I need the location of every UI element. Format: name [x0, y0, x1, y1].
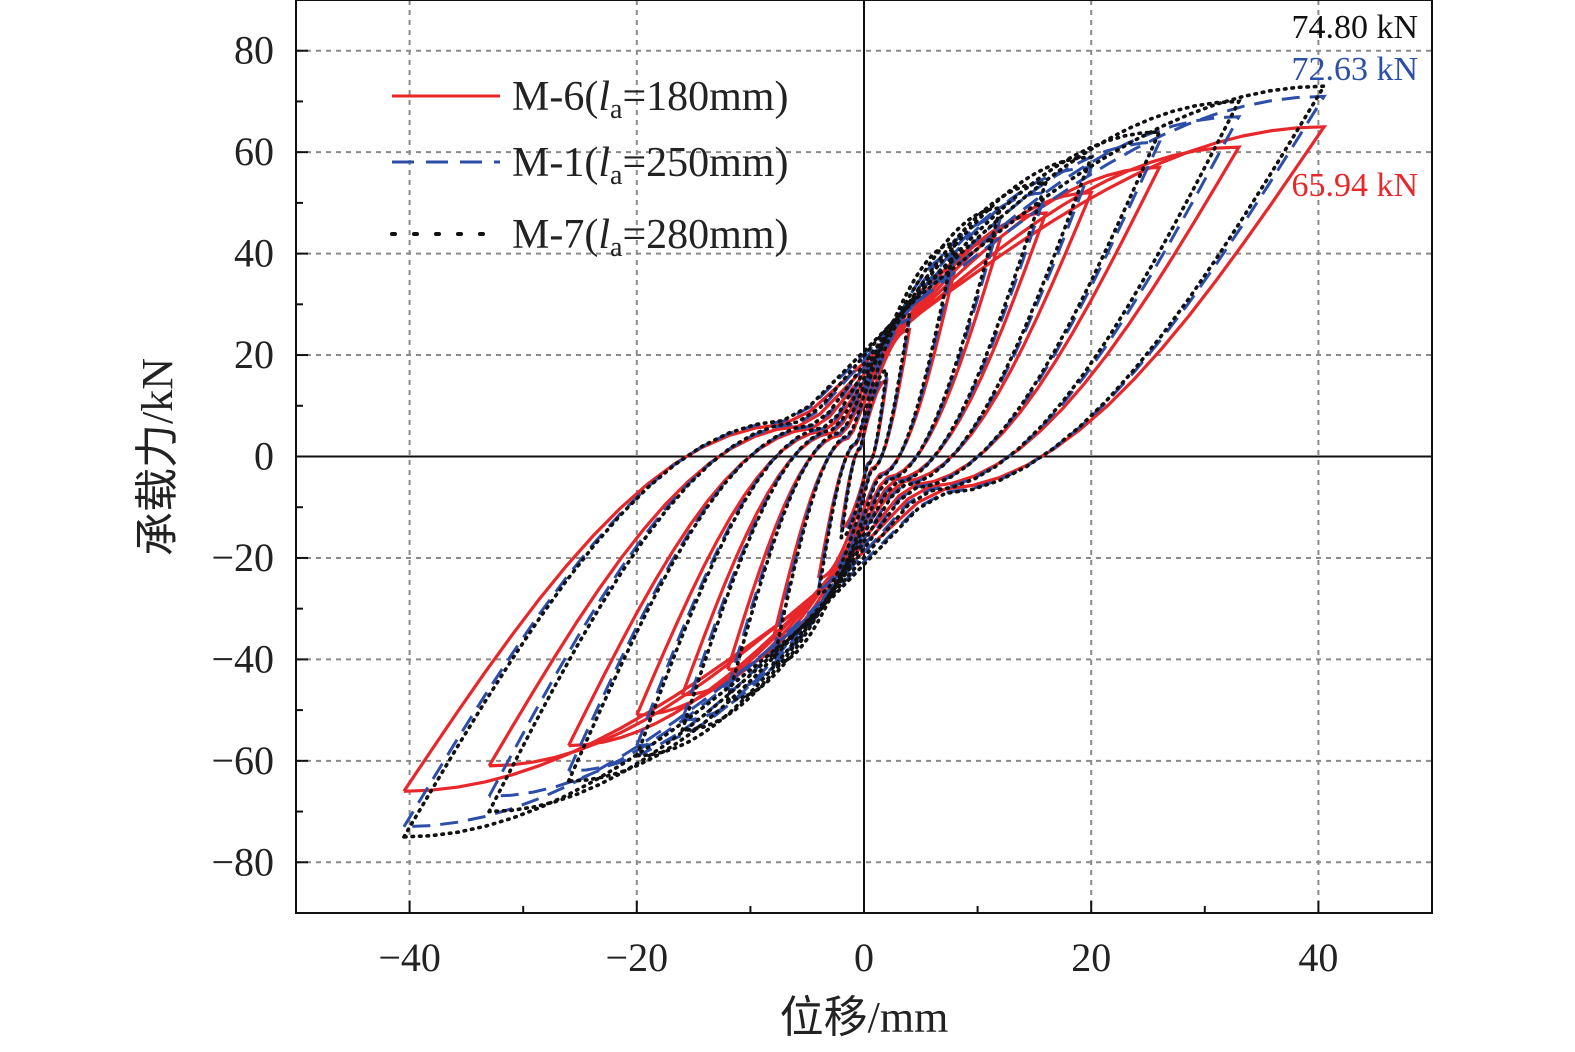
loop-m-6-cycle-7 — [567, 165, 1163, 748]
loop-m-7-cycle-8 — [487, 99, 1242, 814]
x-axis-title: 位移/mm — [780, 993, 949, 1042]
series-m-7 — [402, 84, 1328, 839]
loop-m-1-cycle-9 — [402, 94, 1327, 829]
y-tick-label: −20 — [211, 535, 274, 580]
x-tick-label: 40 — [1298, 935, 1338, 980]
grid — [296, 0, 1432, 913]
x-tick-label: 20 — [1071, 935, 1111, 980]
loop-m-7-cycle-7 — [566, 129, 1163, 783]
x-tick-label: −20 — [606, 935, 669, 980]
x-tick-label: −40 — [378, 935, 441, 980]
legend-label-m7: M-7(la=280mm) — [512, 212, 788, 263]
y-tick-labels: −80 −60 −40 −20 0 20 40 60 80 — [211, 28, 274, 885]
peak-label-m1: 72.63 kN — [1291, 51, 1418, 88]
y-tick-label: −40 — [211, 636, 274, 681]
legend-label-m1: M-1(la=250mm) — [512, 140, 788, 191]
y-tick-label: 80 — [234, 28, 274, 73]
legend-label-m6: M-6(la=180mm) — [512, 74, 788, 125]
y-tick-label: 60 — [234, 129, 274, 174]
legend-item-m7: M-7(la=280mm) — [390, 212, 788, 263]
y-tick-label: 40 — [234, 231, 274, 276]
axis-ticks — [295, 0, 1433, 914]
loop-m-7-cycle-5 — [680, 180, 1049, 733]
legend-item-m6: M-6(la=180mm) — [392, 74, 788, 125]
y-tick-label: 0 — [254, 434, 274, 479]
loop-m-1-cycle-2 — [817, 317, 912, 590]
loop-m-7-cycle-2 — [816, 312, 912, 596]
peak-label-m7: 74.80 kN — [1291, 9, 1418, 46]
legend: M-6(la=180mm) M-1(la=250mm) M-7(la=280mm… — [390, 74, 788, 263]
y-tick-label: −80 — [211, 839, 274, 884]
y-axis-title: 承载力/kN — [133, 358, 182, 556]
y-tick-label: 20 — [234, 332, 274, 377]
zero-axes — [296, 0, 1432, 913]
loop-m-7-cycle-9 — [402, 84, 1328, 839]
series-layer — [402, 84, 1328, 839]
loop-m-7-cycle-6 — [635, 155, 1094, 758]
x-tick-labels: −40 −20 0 20 40 — [378, 935, 1338, 980]
y-tick-label: −60 — [211, 738, 274, 783]
legend-item-m1: M-1(la=250mm) — [392, 140, 788, 191]
x-tick-label: 0 — [854, 935, 874, 980]
loop-m-1-cycle-7 — [567, 140, 1162, 773]
peak-label-m6: 65.94 kN — [1291, 167, 1418, 204]
